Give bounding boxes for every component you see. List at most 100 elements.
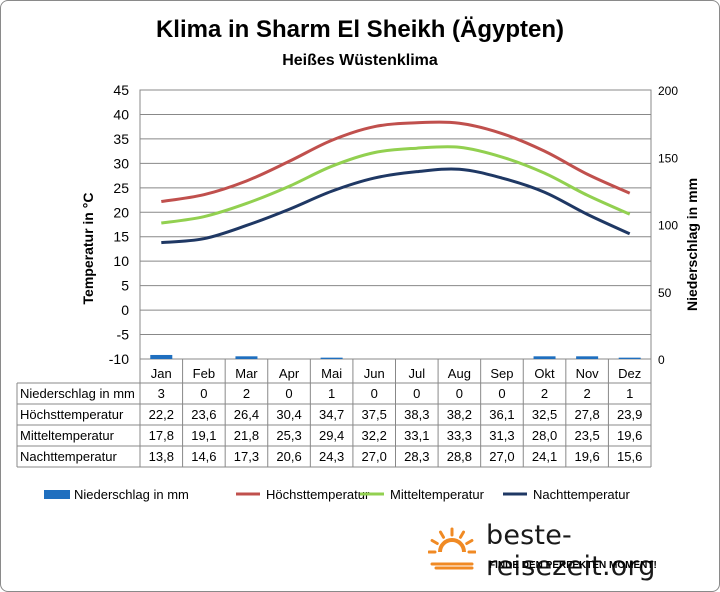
x-tick-label: Mar [235, 366, 258, 381]
table-cell: 0 [200, 386, 207, 401]
y-axis-label: Temperatur in °C [80, 193, 96, 305]
table-cell: 13,8 [149, 449, 174, 464]
logo-tagline: FINDE DEN PERFEKTEN MOMENT! [489, 560, 657, 571]
table-cell: 33,3 [447, 428, 472, 443]
table-cell: 27,0 [489, 449, 514, 464]
table-cell: 2 [243, 386, 250, 401]
sun-ray [430, 539, 439, 545]
y-tick-label: 45 [113, 82, 129, 98]
table-cell: 19,6 [574, 449, 599, 464]
table-cell: 29,4 [319, 428, 344, 443]
y-tick-label: 30 [113, 155, 129, 171]
table-row-header: Nachttemperatur [20, 449, 117, 464]
table-cell: 17,3 [234, 449, 259, 464]
table-row-header: Höchsttemperatur [20, 407, 124, 422]
table-cell: 0 [285, 386, 292, 401]
table-cell: 27,0 [362, 449, 387, 464]
table-cell: 21,8 [234, 428, 259, 443]
table-cell: 3 [158, 386, 165, 401]
table-cell: 32,5 [532, 407, 557, 422]
table-cell: 28,3 [404, 449, 429, 464]
table-cell: 34,7 [319, 407, 344, 422]
precipitation-bar [576, 356, 599, 359]
precipitation-bar [235, 356, 258, 359]
table-cell: 0 [413, 386, 420, 401]
x-tick-label: Nov [576, 366, 600, 381]
x-tick-label: Dez [618, 366, 641, 381]
table-cell: 23,5 [574, 428, 599, 443]
x-tick-label: Mai [321, 366, 342, 381]
table-cell: 25,3 [276, 428, 301, 443]
y2-tick-label: 150 [658, 151, 678, 165]
table-cell: 0 [371, 386, 378, 401]
table-cell: 28,8 [447, 449, 472, 464]
chart-subtitle: Heißes Wüstenklima [282, 52, 438, 69]
legend-swatch [44, 490, 70, 499]
table-cell: 28,0 [532, 428, 557, 443]
x-tick-label: Okt [534, 366, 555, 381]
precipitation-bar [533, 356, 556, 359]
sun-icon [428, 527, 476, 570]
table-row-header: Niederschlag in mm [20, 386, 135, 401]
chart-title: Klima in Sharm El Sheikh (Ägypten) [155, 16, 565, 43]
plot-area [139, 89, 652, 360]
x-tick-label: Jul [408, 366, 425, 381]
y-tick-label: 20 [113, 204, 129, 220]
y-tick-label: 0 [121, 302, 129, 318]
table-cell: 31,3 [489, 428, 514, 443]
high-temp-line [161, 120, 631, 203]
x-tick-label: Aug [448, 366, 471, 381]
legend-label: Nachttemperatur [533, 487, 630, 502]
table-cell: 15,6 [617, 449, 642, 464]
table-cell: 20,6 [276, 449, 301, 464]
logo-text: beste-reisezeit.org [486, 520, 656, 582]
y-tick-label: -5 [117, 327, 130, 343]
table-cell: 23,9 [617, 407, 642, 422]
table-cell: 0 [498, 386, 505, 401]
x-tick-label: Apr [279, 366, 300, 381]
table-cell: 19,1 [191, 428, 216, 443]
y2-tick-label: 200 [658, 84, 678, 98]
legend-label: Höchsttemperatur [266, 487, 370, 502]
table-row-header: Mitteltemperatur [20, 428, 115, 443]
x-tick-label: Jan [151, 366, 172, 381]
y-tick-label: 40 [113, 106, 129, 122]
table-cell: 30,4 [276, 407, 301, 422]
y-tick-label: -10 [109, 351, 129, 367]
y-tick-label: 15 [113, 229, 129, 245]
table-cell: 19,6 [617, 428, 642, 443]
y2-axis-label: Niederschlag in mm [684, 178, 700, 311]
table-cell: 27,8 [574, 407, 599, 422]
table-cell: 23,6 [191, 407, 216, 422]
precipitation-bar [150, 354, 173, 359]
y-tick-label: 35 [113, 131, 129, 147]
legend-label: Niederschlag in mm [74, 487, 189, 502]
sun-ray [465, 539, 474, 545]
table-cell: 2 [541, 386, 548, 401]
y-tick-label: 10 [113, 253, 129, 269]
table-cell: 36,1 [489, 407, 514, 422]
table-cell: 14,6 [191, 449, 216, 464]
table-cell: 22,2 [149, 407, 174, 422]
x-tick-label: Sep [490, 366, 513, 381]
sun-ray [459, 530, 465, 539]
x-tick-label: Jun [364, 366, 385, 381]
table-cell: 2 [584, 386, 591, 401]
table-cell: 24,3 [319, 449, 344, 464]
table-cell: 32,2 [362, 428, 387, 443]
table-cell: 1 [328, 386, 335, 401]
y2-tick-label: 50 [658, 286, 672, 300]
precipitation-bar [320, 357, 343, 359]
table-cell: 38,3 [404, 407, 429, 422]
table-cell: 33,1 [404, 428, 429, 443]
table-cell: 1 [626, 386, 633, 401]
table-cell: 26,4 [234, 407, 259, 422]
sun-ray [439, 530, 445, 539]
precipitation-bar [618, 357, 641, 359]
table-cell: 0 [456, 386, 463, 401]
table-cell: 37,5 [362, 407, 387, 422]
table-cell: 38,2 [447, 407, 472, 422]
mean-temp-line [161, 145, 631, 225]
y2-tick-label: 0 [658, 353, 665, 367]
